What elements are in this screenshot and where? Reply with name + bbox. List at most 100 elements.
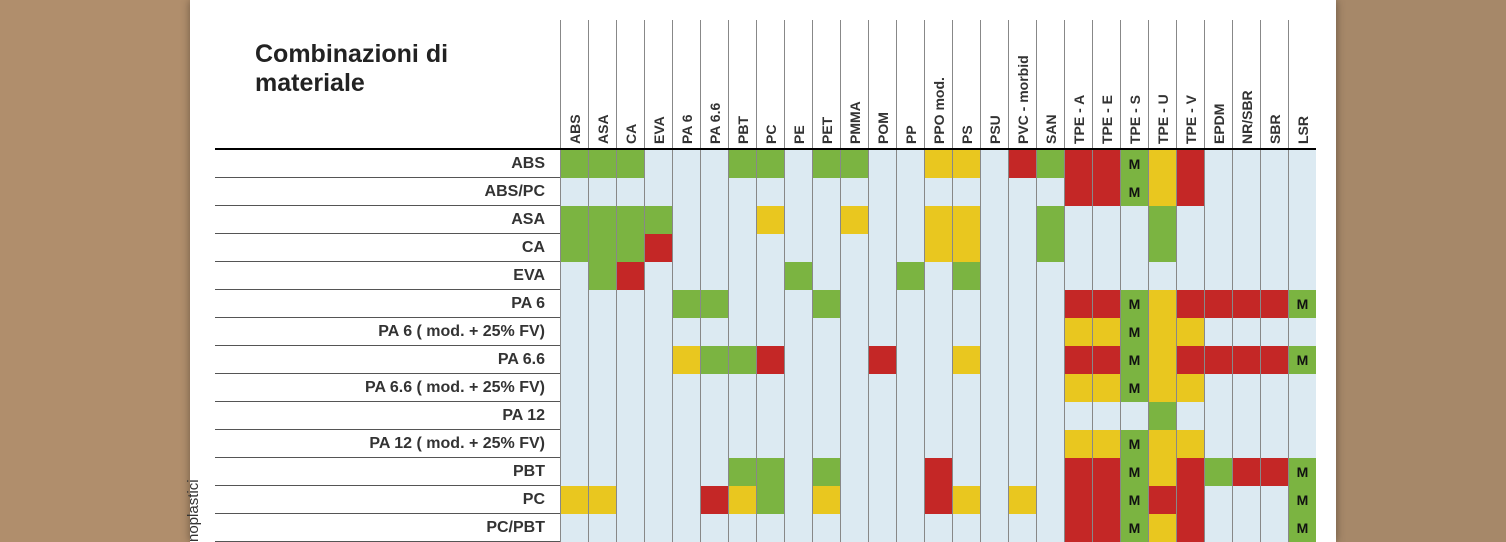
- matrix-cell: [644, 290, 672, 318]
- matrix-cell: [588, 346, 616, 374]
- matrix-cell: [700, 458, 728, 486]
- matrix-cell: [784, 262, 812, 290]
- column-header: PP: [896, 20, 924, 148]
- matrix-cell: [1064, 458, 1092, 486]
- matrix-cell: [896, 514, 924, 542]
- matrix-cell: [1176, 262, 1204, 290]
- column-header: PS: [952, 20, 980, 148]
- matrix-cell: [1176, 458, 1204, 486]
- matrix-cell: [784, 234, 812, 262]
- matrix-cell: [616, 514, 644, 542]
- matrix-cell: [840, 234, 868, 262]
- matrix-cell: [812, 178, 840, 206]
- matrix-cell: [980, 430, 1008, 458]
- matrix-cell: [1176, 178, 1204, 206]
- matrix-cell: [1036, 262, 1064, 290]
- matrix-cell: [700, 206, 728, 234]
- matrix-cell: [1008, 430, 1036, 458]
- matrix-cell: [588, 402, 616, 430]
- matrix-cell: [1232, 486, 1260, 514]
- matrix-row: [560, 206, 1316, 234]
- matrix-cell: [756, 430, 784, 458]
- matrix-cell: [560, 206, 588, 234]
- column-header: PVC - morbid: [1008, 20, 1036, 148]
- column-header-label: SBR: [1267, 114, 1283, 144]
- matrix-cell: [700, 150, 728, 178]
- column-header: PA 6: [672, 20, 700, 148]
- matrix-cell: [924, 430, 952, 458]
- matrix-cell: [868, 374, 896, 402]
- matrix-cell: [616, 150, 644, 178]
- matrix-cell: [1260, 318, 1288, 346]
- matrix-cell: [588, 178, 616, 206]
- matrix-cell: [1232, 402, 1260, 430]
- matrix-cell: [1064, 318, 1092, 346]
- matrix-cell: [896, 430, 924, 458]
- matrix-row: MM: [560, 486, 1316, 514]
- matrix-cell: [700, 234, 728, 262]
- column-headers: ABSASACAEVAPA 6PA 6.6PBTPCPEPETPMMAPOMPP…: [560, 20, 1316, 150]
- column-header-label: PMMA: [847, 101, 863, 144]
- column-header-label: PET: [819, 117, 835, 144]
- matrix-cell: [560, 150, 588, 178]
- matrix-cell: [896, 318, 924, 346]
- matrix-cell: [1204, 234, 1232, 262]
- matrix-cell: [840, 402, 868, 430]
- matrix-cell: [728, 234, 756, 262]
- matrix-cell: [1232, 150, 1260, 178]
- matrix-cell: [924, 206, 952, 234]
- matrix-cell: [1120, 234, 1148, 262]
- column-header: PSU: [980, 20, 1008, 148]
- matrix-cell: [1148, 486, 1176, 514]
- matrix-cell: [616, 458, 644, 486]
- matrix-cell: [1064, 262, 1092, 290]
- column-header-label: TPE - S: [1127, 95, 1143, 144]
- matrix-row: [560, 402, 1316, 430]
- matrix-cell: [616, 374, 644, 402]
- matrix-cell: [924, 150, 952, 178]
- matrix-cell: M: [1120, 178, 1148, 206]
- matrix-cell: [812, 346, 840, 374]
- matrix-cell: [1092, 150, 1120, 178]
- matrix-cell: [924, 178, 952, 206]
- row-header: PA 12 ( mod. + 25% FV): [215, 430, 560, 458]
- matrix-cell: [840, 206, 868, 234]
- matrix-cell: [1260, 346, 1288, 374]
- matrix-cell: [1260, 262, 1288, 290]
- matrix-cell: [1036, 402, 1064, 430]
- row-header: PBT: [215, 458, 560, 486]
- matrix-cell: [952, 150, 980, 178]
- matrix-cell: [1232, 514, 1260, 542]
- matrix-cell: M: [1120, 514, 1148, 542]
- matrix-cell: [1036, 458, 1064, 486]
- matrix-cell: [868, 346, 896, 374]
- matrix-cell: [784, 486, 812, 514]
- matrix-cell: [1288, 430, 1316, 458]
- matrix-cell: [980, 486, 1008, 514]
- matrix-cell: [1260, 430, 1288, 458]
- matrix-row: M: [560, 178, 1316, 206]
- matrix-cell: M: [1120, 486, 1148, 514]
- matrix-cell: [1204, 346, 1232, 374]
- matrix-cell: [588, 430, 616, 458]
- matrix-cell: [1148, 318, 1176, 346]
- matrix-cell: [1176, 150, 1204, 178]
- matrix-cell: [1008, 318, 1036, 346]
- matrix-row: MM: [560, 458, 1316, 486]
- column-header: SBR: [1260, 20, 1288, 148]
- matrix-cell: [756, 402, 784, 430]
- column-header: PA 6.6: [700, 20, 728, 148]
- matrix-cell: [1260, 458, 1288, 486]
- matrix-cell: [588, 150, 616, 178]
- row-header: PC: [215, 486, 560, 514]
- matrix-cell: [1260, 206, 1288, 234]
- matrix-cell: [812, 262, 840, 290]
- matrix-row: M: [560, 430, 1316, 458]
- matrix-cell: [616, 262, 644, 290]
- matrix-cell: [728, 402, 756, 430]
- matrix-cell: [980, 234, 1008, 262]
- matrix-cell: [616, 402, 644, 430]
- matrix-cell: [952, 290, 980, 318]
- matrix-cell: [924, 346, 952, 374]
- matrix-cell: [868, 206, 896, 234]
